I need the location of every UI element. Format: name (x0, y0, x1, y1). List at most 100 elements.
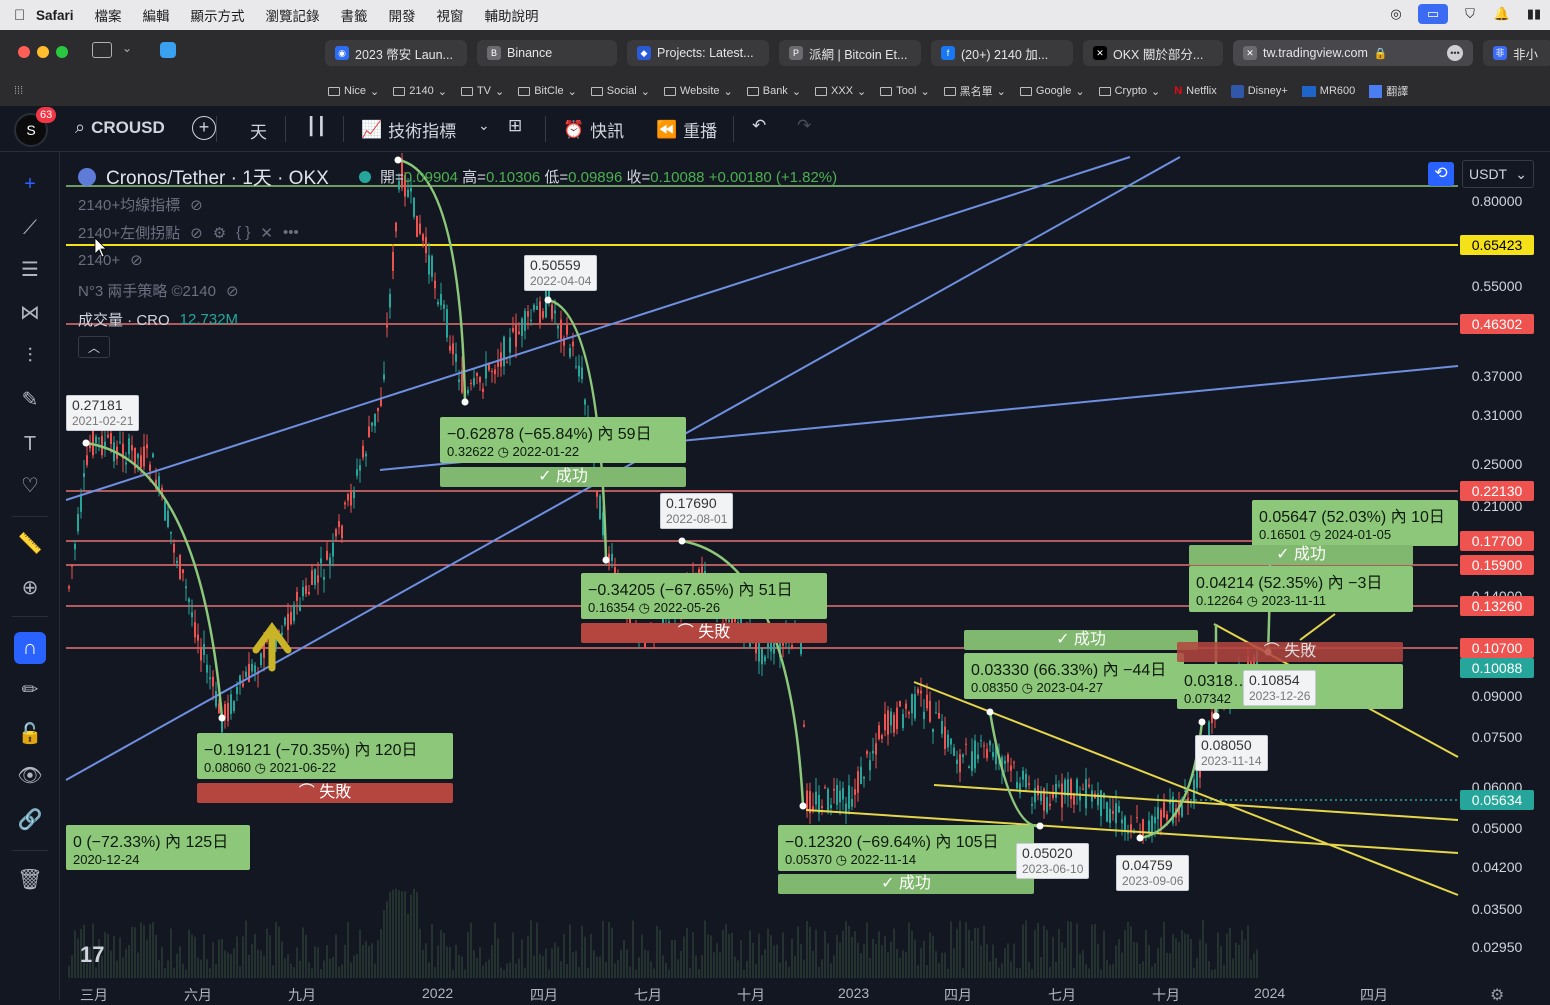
bookmark-netflix[interactable]: N Netflix (1174, 85, 1217, 97)
menu-file[interactable]: 檔案 (94, 9, 122, 24)
auto-scale-icon[interactable]: ⟲ (1428, 162, 1454, 186)
magnet-icon[interactable]: ∩ (14, 632, 46, 664)
eye-off-icon[interactable]: ⊘ (225, 282, 239, 300)
tab-binance[interactable]: B Binance (477, 40, 617, 66)
price-callout[interactable]: 0.04759 2023-09-06 (1116, 855, 1190, 891)
bookmark-nice[interactable]: Nice ⌄ (328, 85, 379, 98)
bookmark-2140[interactable]: 2140 ⌄ (393, 85, 447, 98)
tab-tradingview[interactable]: ✕ tw.tradingview.com 🔒 ••• (1233, 40, 1473, 66)
price-callout[interactable]: 0.10854 2023-12-26 (1243, 670, 1317, 706)
bookmark-blacklist[interactable]: 黑名單 ⌄ (943, 83, 1006, 99)
symbol-search-button[interactable]: ⌕ CROUSD (75, 117, 165, 137)
replay-button[interactable]: ⏪ 重播 (656, 119, 718, 142)
user-avatar[interactable]: S 63 (14, 107, 57, 147)
price-callout[interactable]: 0.17690 2022-08-01 (660, 493, 734, 529)
candle-type-icon[interactable]: ┃┃ (306, 117, 327, 136)
bookmark-website[interactable]: Website ⌄ (663, 85, 733, 98)
tab-facebook[interactable]: f (20+) 2140 加... (931, 40, 1073, 66)
tab-projects[interactable]: ◆ Projects: Latest... (627, 40, 769, 66)
vpn-icon[interactable]: ◎ (1390, 6, 1402, 21)
sidebar-toggle-icon[interactable] (92, 42, 112, 58)
menu-history[interactable]: 瀏覽記錄 (265, 9, 320, 24)
tab-feixiaohao[interactable]: 非非小 (1483, 40, 1550, 66)
drawdown-note[interactable]: 0 (−72.33%) 內 125日 2020-12-24 (66, 825, 250, 870)
eye-off-icon[interactable]: ⊘ (130, 252, 143, 269)
menu-view[interactable]: 顯示方式 (190, 9, 245, 24)
more-icon[interactable]: ••• (1447, 45, 1463, 61)
bookmark-bitcle[interactable]: BitCle ⌄ (518, 85, 577, 98)
pattern-icon[interactable]: ⋈ (20, 302, 40, 324)
compare-symbol-icon[interactable]: + (192, 116, 216, 140)
link-icon[interactable]: 🔗 (17, 809, 43, 831)
menu-develop[interactable]: 開發 (388, 9, 416, 24)
trash-icon[interactable]: 🗑 (17, 869, 43, 891)
chevron-down-icon[interactable]: ⌄ (478, 117, 490, 133)
apple-icon[interactable]:  (14, 7, 36, 24)
minimize-window-button[interactable] (37, 46, 49, 58)
screen-mirror-icon[interactable]: ▭ (1418, 4, 1448, 24)
price-callout[interactable]: 0.50559 2022-04-04 (524, 255, 598, 291)
control-center-icon[interactable]: ▮▮ (1526, 6, 1542, 21)
brush-icon[interactable]: ✎ (21, 389, 39, 411)
menu-safari[interactable]: Safari (36, 7, 74, 23)
menu-edit[interactable]: 編輯 (142, 9, 170, 24)
close-window-button[interactable] (18, 46, 30, 58)
drawdown-note[interactable]: −0.34205 (−67.65%) 內 51日 0.16354 ◷ 2022-0… (581, 573, 827, 619)
notification-icon[interactable]: 🔔 (1493, 6, 1511, 21)
crosshair-icon[interactable]: + (24, 173, 36, 195)
undo-icon[interactable]: ↶ (752, 116, 767, 135)
bookmark-bank[interactable]: Bank ⌄ (746, 85, 801, 98)
bookmark-mr600[interactable]: MR600 (1301, 85, 1355, 97)
price-callout[interactable]: 0.05020 2023-06-10 (1016, 843, 1090, 879)
bookmark-crypto[interactable]: Crypto ⌄ (1098, 85, 1160, 98)
indicator-row[interactable]: 2140+左側拐點 ⊘ ⚙{ } ✕ ••• (78, 224, 299, 242)
drawdown-note[interactable]: −0.12320 (−69.64%) 內 105日 0.05370 ◷ 2022-… (778, 825, 1034, 871)
volume-indicator-row[interactable]: 成交量 · CRO 12.732M (78, 311, 239, 329)
bookmark-disney[interactable]: Disney+ (1230, 84, 1288, 98)
settings-icon[interactable]: ⚙ (212, 224, 227, 242)
bookmark-tool[interactable]: Tool ⌄ (880, 85, 930, 98)
bookmark-xxx[interactable]: XXX ⌄ (815, 85, 866, 98)
tab-okx[interactable]: ✕ OKX 關於部分... (1083, 40, 1223, 66)
interval-button[interactable]: 天 (250, 123, 267, 142)
source-code-icon[interactable]: { } (236, 224, 251, 241)
shield-icon[interactable]: ⛉ (1465, 6, 1475, 21)
redo-icon[interactable]: ↷ (797, 116, 812, 135)
ruler-icon[interactable]: 📏 (17, 533, 43, 555)
bookmark-social[interactable]: Social ⌄ (590, 85, 650, 98)
eye-icon[interactable]: 👁 (17, 765, 43, 787)
eye-off-icon[interactable]: ⊘ (190, 196, 203, 214)
menu-help[interactable]: 輔助說明 (484, 9, 539, 24)
price-callout[interactable]: 0.27181 2021-02-21 (66, 395, 140, 431)
menu-window[interactable]: 視窗 (436, 9, 464, 24)
rally-note[interactable]: 0.04214 (52.35%) 內 −3日 0.12264 ◷ 2023-11-… (1189, 566, 1413, 612)
rally-note[interactable]: 0.03330 (66.33%) 內 −44日 0.08350 ◷ 2023-04… (964, 653, 1184, 699)
more-icon[interactable]: ••• (282, 224, 299, 241)
rally-note[interactable]: 0.05647 (52.03%) 內 10日 0.16501 ◷ 2024-01-… (1252, 500, 1458, 546)
fib-retracement-icon[interactable]: ☰ (21, 259, 39, 281)
price-callout[interactable]: 0.08050 2023-11-14 (1195, 735, 1268, 771)
drawdown-note[interactable]: −0.19121 (−70.35%) 內 120日 0.08060 ◷ 2021-… (197, 733, 453, 779)
bookmark-tv[interactable]: TV ⌄ (460, 85, 504, 98)
zoom-in-icon[interactable]: ⊕ (21, 577, 39, 599)
text-icon[interactable]: T (23, 433, 37, 455)
zoom-window-button[interactable] (56, 46, 68, 58)
lock-drawing-icon[interactable]: ✏ (21, 679, 39, 701)
currency-select[interactable]: USDT ⌄ (1462, 160, 1534, 188)
extension-icon[interactable] (160, 42, 176, 58)
heart-icon[interactable]: ♡ (21, 475, 39, 497)
drawdown-note[interactable]: −0.62878 (−65.84%) 內 59日 0.32622 ◷ 2022-0… (440, 417, 686, 463)
tab-binance-launch[interactable]: ◉ 2023 幣安 Laun... (325, 40, 467, 66)
bookmark-google[interactable]: Google ⌄ (1019, 85, 1085, 98)
tab-pionex[interactable]: P 派網 | Bitcoin Et... (779, 40, 921, 66)
bookmark-translate[interactable]: 翻譯 (1369, 83, 1408, 99)
indicator-row[interactable]: N°3 兩手策略 ©2140 ⊘ (78, 282, 239, 301)
chevron-down-icon[interactable]: ⌄ (122, 41, 133, 55)
prediction-icon[interactable]: ⫶ (27, 345, 33, 367)
alerts-button[interactable]: ⏰ 快訊 (563, 119, 625, 142)
indicator-row[interactable]: 2140+ ⊘ (78, 251, 143, 270)
collapse-legend-button[interactable]: ︿ (78, 336, 110, 358)
layout-grid-icon[interactable]: ⊞ (508, 116, 523, 135)
indicator-row[interactable]: 2140+均線指標 ⊘ (78, 196, 203, 215)
trend-line-icon[interactable]: ⟋ (23, 217, 37, 239)
